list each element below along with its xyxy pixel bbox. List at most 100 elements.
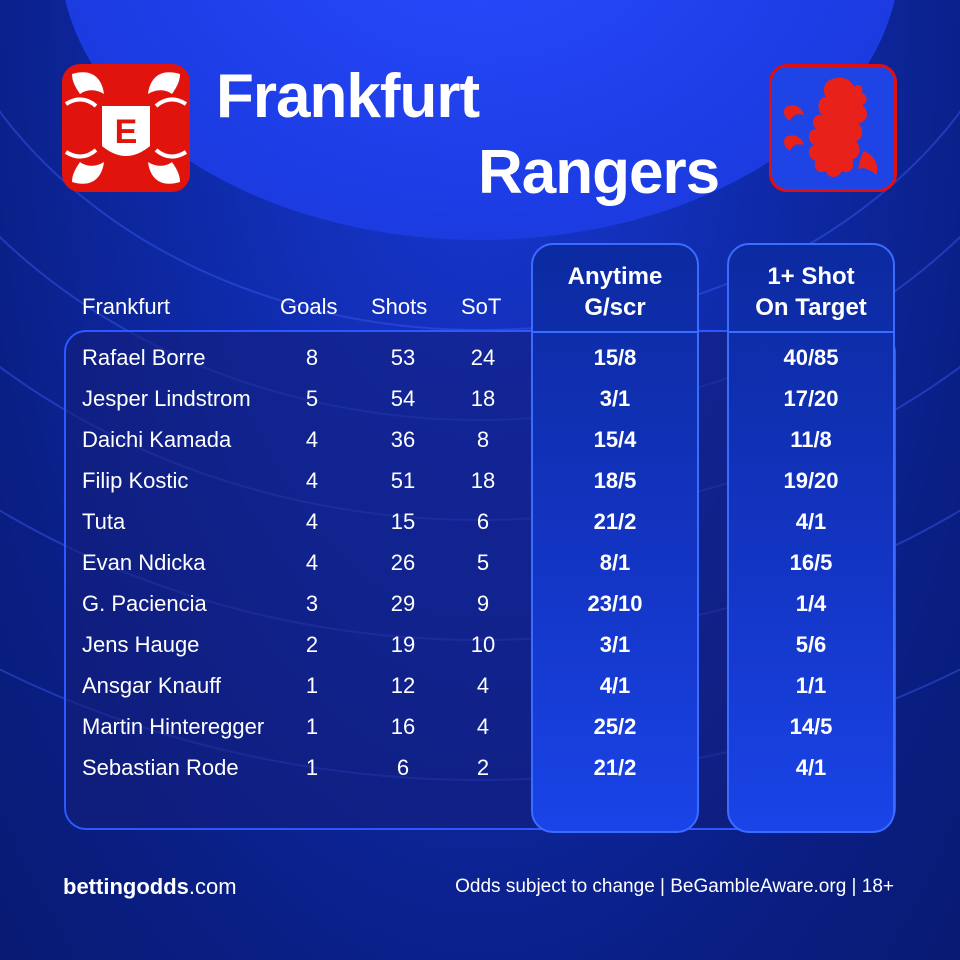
anytime-header-line2: G/scr xyxy=(584,294,646,321)
table-row: Daichi Kamada 4 36 8 15/4 11/8 xyxy=(0,419,960,460)
player-name: G. Paciencia xyxy=(82,591,207,616)
shots-cell: 29 xyxy=(390,591,416,616)
shots-cell: 15 xyxy=(390,509,416,534)
player-name: Tuta xyxy=(82,509,126,534)
anytime-odds: 8/1 xyxy=(599,550,631,575)
goals-cell: 4 xyxy=(305,550,319,575)
sot-header-line2: On Target xyxy=(755,294,867,321)
player-name: Ansgar Knauff xyxy=(82,673,222,698)
anytime-odds: 3/1 xyxy=(599,632,631,657)
goals-cell: 5 xyxy=(305,386,319,411)
anytime-odds: 25/2 xyxy=(593,714,637,739)
player-name: Jesper Lindstrom xyxy=(82,386,251,411)
anytime-scorer-column: Anytime G/scr xyxy=(531,243,699,833)
player-name: Martin Hinteregger xyxy=(82,714,265,739)
column-divider xyxy=(729,331,893,333)
table-row: Jens Hauge 2 19 10 3/1 5/6 xyxy=(0,624,960,665)
sot-cell: 9 xyxy=(476,591,490,616)
goals-cell: 1 xyxy=(305,673,319,698)
sot-cell: 6 xyxy=(476,509,490,534)
sot-odds: 40/85 xyxy=(783,345,839,370)
anytime-scorer-header: Anytime G/scr xyxy=(533,261,697,323)
sot-odds: 19/20 xyxy=(783,468,839,493)
shot-on-target-header: 1+ Shot On Target xyxy=(729,261,893,323)
header-player: Frankfurt xyxy=(82,294,171,319)
anytime-odds: 4/1 xyxy=(599,673,631,698)
sot-odds: 16/5 xyxy=(789,550,833,575)
goals-cell: 4 xyxy=(305,427,319,452)
sot-cell: 18 xyxy=(470,468,496,493)
sot-cell: 24 xyxy=(470,345,496,370)
anytime-odds: 18/5 xyxy=(593,468,637,493)
sot-odds: 17/20 xyxy=(783,386,839,411)
anytime-odds: 15/4 xyxy=(593,427,637,452)
player-name: Evan Ndicka xyxy=(82,550,206,575)
table-row: G. Paciencia 3 29 9 23/10 1/4 xyxy=(0,583,960,624)
disclaimer-text: Odds subject to change | BeGambleAware.o… xyxy=(455,876,894,897)
brand-wordmark: bettingodds.com xyxy=(63,874,237,900)
player-name: Daichi Kamada xyxy=(82,427,232,452)
sot-odds: 14/5 xyxy=(789,714,833,739)
frankfurt-eagle-logo: E xyxy=(62,64,190,192)
anytime-header-line1: Anytime xyxy=(567,263,663,290)
svg-text:E: E xyxy=(115,113,138,151)
sot-cell: 5 xyxy=(476,550,490,575)
table-row: Tuta 4 15 6 21/2 4/1 xyxy=(0,501,960,542)
sot-odds: 11/8 xyxy=(790,427,832,452)
goals-cell: 2 xyxy=(305,632,319,657)
sot-cell: 2 xyxy=(476,755,490,780)
anytime-odds: 15/8 xyxy=(593,345,637,370)
home-team-title: Frankfurt xyxy=(216,62,480,131)
sot-odds: 1/1 xyxy=(795,673,827,698)
goals-cell: 3 xyxy=(305,591,319,616)
table-row: Evan Ndicka 4 26 5 8/1 16/5 xyxy=(0,542,960,583)
player-name: Rafael Borre xyxy=(82,345,206,370)
shot-on-target-column: 1+ Shot On Target xyxy=(727,243,895,833)
player-name: Filip Kostic xyxy=(82,468,189,493)
sot-cell: 18 xyxy=(470,386,496,411)
header-sot: SoT xyxy=(461,294,502,319)
goals-cell: 8 xyxy=(305,345,319,370)
table-row: Sebastian Rode 1 6 2 21/2 4/1 xyxy=(0,747,960,788)
table-row: Filip Kostic 4 51 18 18/5 19/20 xyxy=(0,460,960,501)
sot-cell: 8 xyxy=(476,427,490,452)
table-row: Jesper Lindstrom 5 54 18 3/1 17/20 xyxy=(0,378,960,419)
sot-odds: 5/6 xyxy=(795,632,827,657)
shots-cell: 12 xyxy=(390,673,416,698)
shots-cell: 6 xyxy=(396,755,410,780)
goals-cell: 4 xyxy=(305,468,319,493)
sot-cell: 10 xyxy=(470,632,496,657)
goals-cell: 1 xyxy=(305,714,319,739)
rangers-lion-logo xyxy=(769,64,897,192)
header-goals: Goals xyxy=(280,294,338,319)
anytime-odds: 23/10 xyxy=(587,591,643,616)
column-divider xyxy=(533,331,697,333)
table-row: Ansgar Knauff 1 12 4 4/1 1/1 xyxy=(0,665,960,706)
anytime-odds: 21/2 xyxy=(593,755,637,780)
shots-cell: 26 xyxy=(390,550,416,575)
sot-header-line1: 1+ Shot xyxy=(767,263,855,290)
goals-cell: 1 xyxy=(305,755,319,780)
brand-suffix: .com xyxy=(188,874,237,899)
away-team-title: Rangers xyxy=(478,138,720,207)
sot-cell: 4 xyxy=(476,714,490,739)
player-name: Jens Hauge xyxy=(82,632,200,657)
table-row: Rafael Borre 8 53 24 15/8 40/85 xyxy=(0,337,960,378)
sot-odds: 4/1 xyxy=(795,755,827,780)
sot-odds: 1/4 xyxy=(795,591,827,616)
sot-cell: 4 xyxy=(476,673,490,698)
anytime-odds: 21/2 xyxy=(593,509,637,534)
header-shots: Shots xyxy=(371,294,428,319)
shots-cell: 16 xyxy=(390,714,416,739)
player-name: Sebastian Rode xyxy=(82,755,239,780)
anytime-odds: 3/1 xyxy=(599,386,631,411)
shots-cell: 51 xyxy=(390,468,416,493)
brand-name: bettingodds xyxy=(63,874,189,899)
table-row: Martin Hinteregger 1 16 4 25/2 14/5 xyxy=(0,706,960,747)
shots-cell: 19 xyxy=(390,632,416,657)
goals-cell: 4 xyxy=(305,509,319,534)
shots-cell: 53 xyxy=(390,345,416,370)
shots-cell: 36 xyxy=(390,427,416,452)
shots-cell: 54 xyxy=(390,386,416,411)
